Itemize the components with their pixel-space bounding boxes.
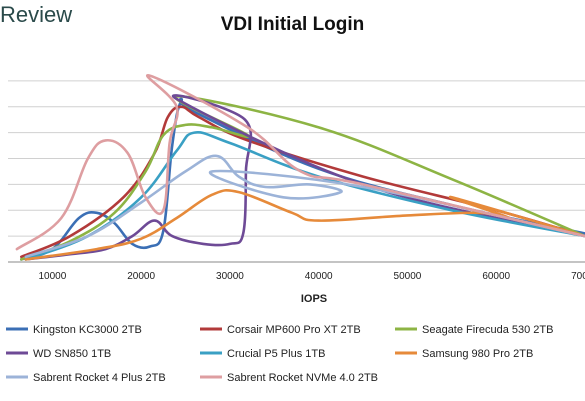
series-line-2 <box>20 105 585 259</box>
legend-label-6: Samsung 980 Pro 2TB <box>422 348 533 360</box>
legend: Kingston KC3000 2TB Corsair MP600 Pro XT … <box>6 324 553 384</box>
x-axis: 10000 20000 30000 40000 50000 60000 70000 <box>38 271 585 282</box>
x-tick-label: 70000 <box>571 271 585 282</box>
series-line-5 <box>24 131 585 261</box>
legend-label-1: Kingston KC3000 2TB <box>33 324 142 336</box>
brand-logo-text: Review <box>0 2 73 27</box>
series-line-6 <box>24 189 585 261</box>
legend-label-4: WD SN850 1TB <box>33 348 111 360</box>
legend-label-2: Corsair MP600 Pro XT 2TB <box>227 324 361 336</box>
legend-label-3: Seagate Firecuda 530 2TB <box>422 324 553 336</box>
x-tick-label: 40000 <box>305 271 333 282</box>
x-tick-label: 50000 <box>394 271 422 282</box>
x-tick-label: 10000 <box>38 271 66 282</box>
legend-label-5: Crucial P5 Plus 1TB <box>227 348 325 360</box>
x-tick-label: 60000 <box>482 271 510 282</box>
chart-title: VDI Initial Login <box>220 14 365 35</box>
series-line-3 <box>20 95 585 261</box>
x-axis-label: IOPS <box>301 293 327 305</box>
legend-label-8: Sabrent Rocket NVMe 4.0 2TB <box>227 372 378 384</box>
plot-series <box>15 74 585 261</box>
legend-label-7: Sabrent Rocket 4 Plus 2TB <box>33 372 166 384</box>
series-line-8 <box>15 74 585 251</box>
x-tick-label: 20000 <box>127 271 155 282</box>
x-tick-label: 30000 <box>216 271 244 282</box>
gridlines <box>8 80 585 263</box>
